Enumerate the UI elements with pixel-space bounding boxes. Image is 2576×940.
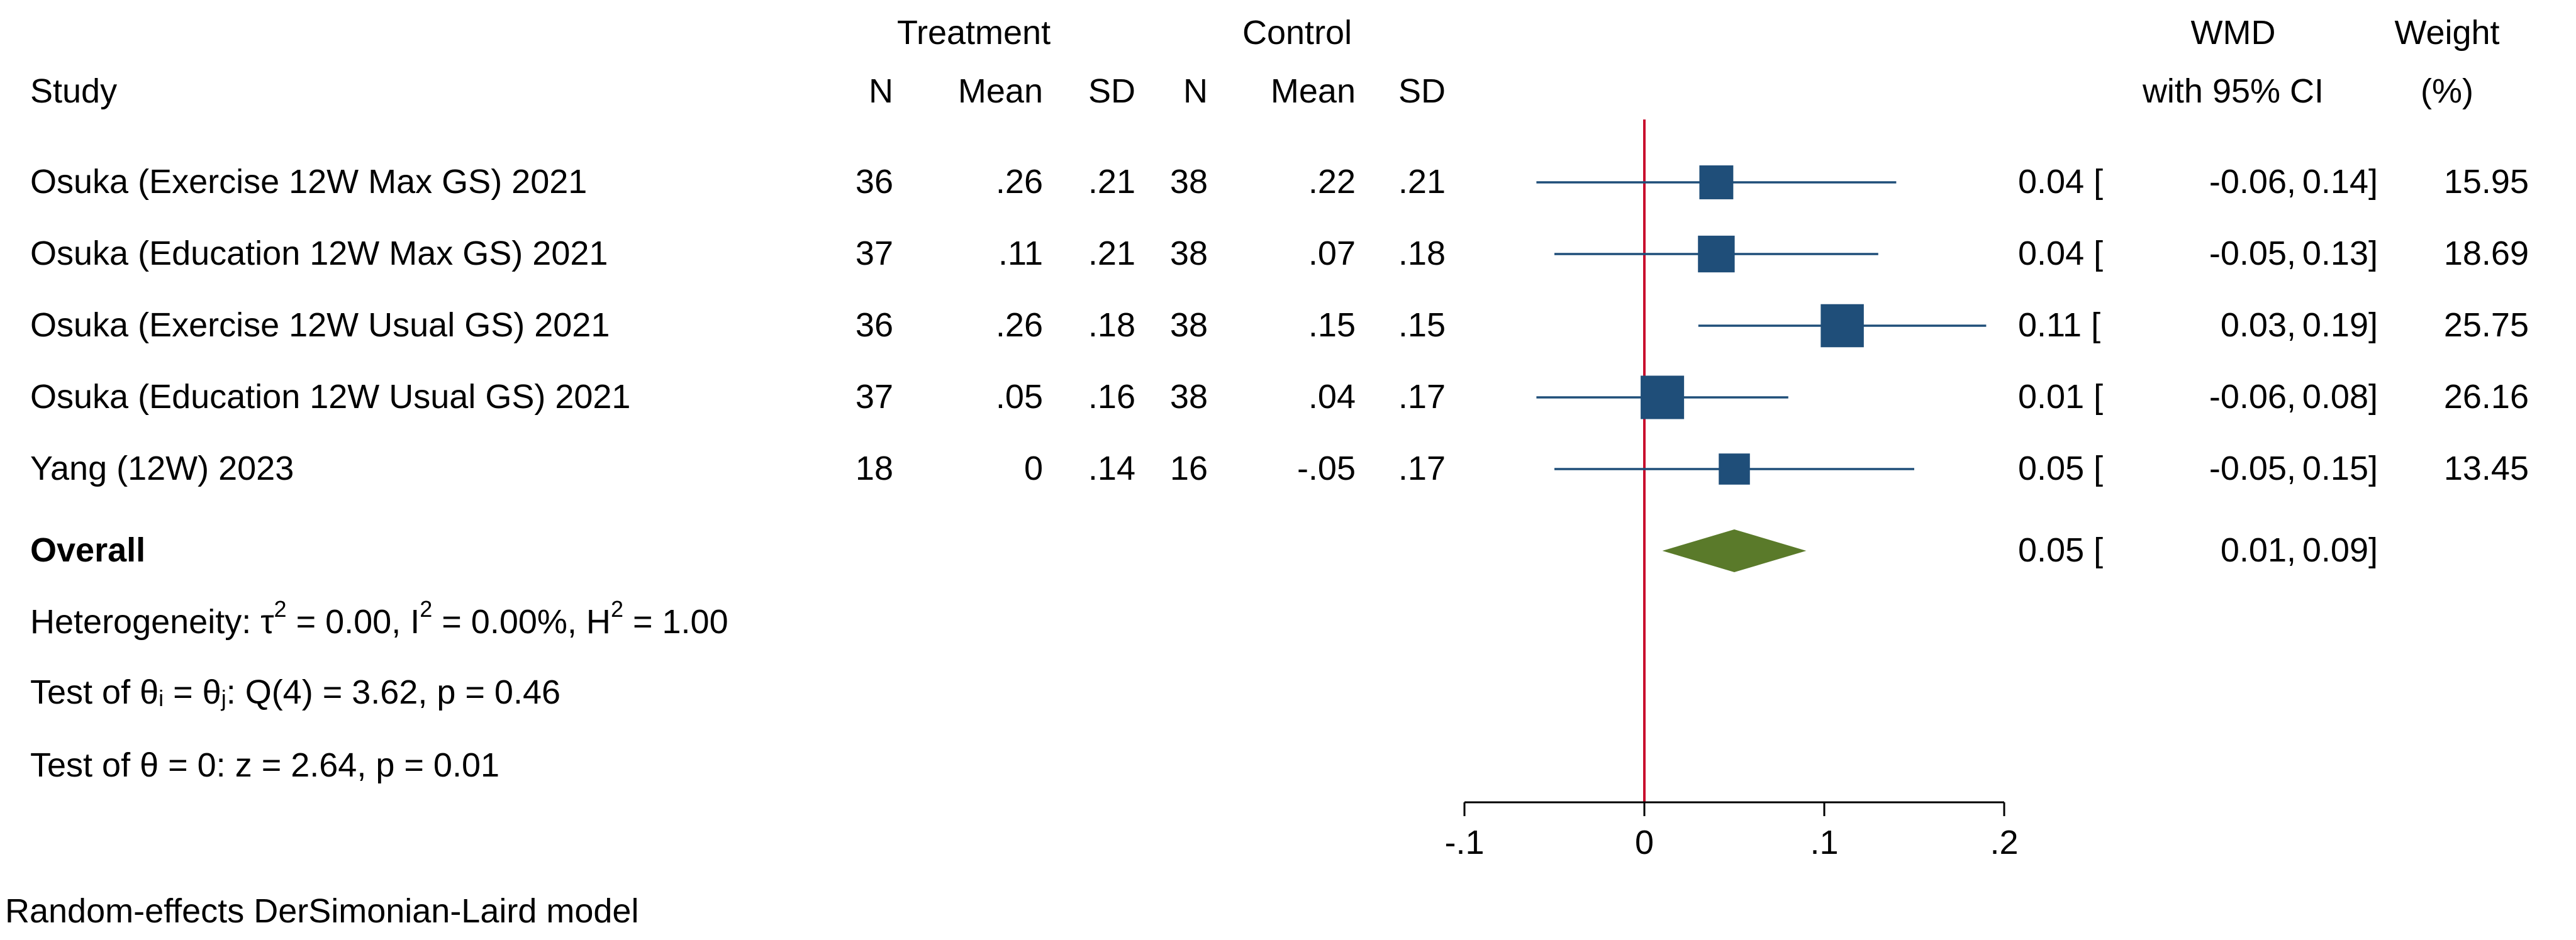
treatment-n: 18 xyxy=(855,450,893,487)
treatment-n: 37 xyxy=(855,235,893,272)
ci-lower: -0.05, xyxy=(2209,235,2296,272)
control-n: 38 xyxy=(1169,163,1208,201)
control-mean: .04 xyxy=(1308,378,1356,416)
effect-marker xyxy=(1641,375,1685,419)
control-mean: .22 xyxy=(1308,163,1356,201)
control-n: 38 xyxy=(1169,378,1208,416)
control-mean: -.05 xyxy=(1296,450,1356,487)
control-sd: .15 xyxy=(1398,306,1446,344)
control-sd: .17 xyxy=(1398,378,1446,416)
overall-ci-lower: 0.01, xyxy=(2220,531,2296,569)
treatment-sd-header: SD xyxy=(1088,72,1135,110)
x-tick-label: .2 xyxy=(1990,824,2018,861)
control-n: 16 xyxy=(1169,450,1208,487)
ci-upper: 0.08] xyxy=(2302,378,2378,416)
study-label: Osuka (Education 12W Usual GS) 2021 xyxy=(30,378,631,416)
homogeneity-test: Test of θi = θj: Q(4) = 3.62, p = 0.46 xyxy=(30,673,561,711)
ci-lower: -0.05, xyxy=(2209,450,2296,487)
effect-marker xyxy=(1719,453,1750,485)
control-n: 38 xyxy=(1169,306,1208,344)
control-sd: .21 xyxy=(1398,163,1446,201)
study-label: Yang (12W) 2023 xyxy=(30,450,294,487)
control-n: 38 xyxy=(1169,235,1208,272)
weight-value: 25.75 xyxy=(2443,306,2529,344)
heterogeneity-stats: Heterogeneity: τ2 = 0.00, I2 = 0.00%, H2… xyxy=(30,596,728,641)
wmd-value: 0.11 [ xyxy=(2018,306,2101,344)
treatment-mean: .26 xyxy=(995,306,1043,344)
x-tick-label: -.1 xyxy=(1444,824,1484,861)
weight-value: 13.45 xyxy=(2443,450,2529,487)
treatment-sd: .21 xyxy=(1088,235,1135,272)
study-label: Osuka (Exercise 12W Max GS) 2021 xyxy=(30,163,588,201)
overall-ci-upper: 0.09] xyxy=(2302,531,2378,569)
control-sd: .18 xyxy=(1398,235,1446,272)
ci-lower: -0.06, xyxy=(2209,163,2296,201)
weight-unit-header: (%) xyxy=(2421,72,2473,110)
treatment-mean-header: Mean xyxy=(957,72,1043,110)
control-sd-header: SD xyxy=(1398,72,1446,110)
wmd-header: WMD xyxy=(2190,14,2276,52)
ci-upper: 0.19] xyxy=(2302,306,2378,344)
wmd-value: 0.04 [ xyxy=(2018,163,2104,201)
control-mean: .07 xyxy=(1308,235,1356,272)
treatment-n: 36 xyxy=(855,306,893,344)
model-footnote: Random-effects DerSimonian-Laird model xyxy=(5,892,639,930)
study-label: Osuka (Education 12W Max GS) 2021 xyxy=(30,235,608,272)
x-tick-label: 0 xyxy=(1635,824,1654,861)
treatment-mean: .05 xyxy=(995,378,1043,416)
control-n-header: N xyxy=(1183,72,1208,110)
effect-marker xyxy=(1699,165,1734,199)
overall-diamond xyxy=(1662,529,1807,572)
treatment-mean: .11 xyxy=(998,235,1043,272)
treatment-sd: .16 xyxy=(1088,378,1135,416)
overall-label: Overall xyxy=(30,531,146,569)
wmd-value: 0.05 [ xyxy=(2018,450,2104,487)
treatment-sd: .18 xyxy=(1088,306,1135,344)
ci-lower: 0.03, xyxy=(2220,306,2296,344)
ci-upper: 0.15] xyxy=(2302,450,2378,487)
ci-upper: 0.14] xyxy=(2302,163,2378,201)
study-label: Osuka (Exercise 12W Usual GS) 2021 xyxy=(30,306,610,344)
control-mean: .15 xyxy=(1308,306,1356,344)
control-mean-header: Mean xyxy=(1270,72,1356,110)
study-header: Study xyxy=(30,72,118,110)
overall-wmd: 0.05 [ xyxy=(2018,531,2104,569)
treatment-n-header: N xyxy=(869,72,893,110)
wmd-value: 0.01 [ xyxy=(2018,378,2104,416)
treatment-header: Treatment xyxy=(897,14,1051,52)
x-tick-label: .1 xyxy=(1810,824,1838,861)
treatment-n: 37 xyxy=(855,378,893,416)
ci-upper: 0.13] xyxy=(2302,235,2378,272)
weight-value: 15.95 xyxy=(2443,163,2529,201)
ci-lower: -0.06, xyxy=(2209,378,2296,416)
effect-marker xyxy=(1698,235,1735,273)
weight-value: 18.69 xyxy=(2443,235,2529,272)
wmd-value: 0.04 [ xyxy=(2018,235,2104,272)
weight-header: Weight xyxy=(2394,14,2500,52)
treatment-sd: .14 xyxy=(1088,450,1135,487)
control-header: Control xyxy=(1242,14,1352,52)
control-sd: .17 xyxy=(1398,450,1446,487)
ci-header: with 95% CI xyxy=(2142,72,2324,110)
weight-value: 26.16 xyxy=(2443,378,2529,416)
treatment-n: 36 xyxy=(855,163,893,201)
treatment-mean: .26 xyxy=(995,163,1043,201)
effect-z-test: Test of θ = 0: z = 2.64, p = 0.01 xyxy=(30,746,500,784)
treatment-mean: 0 xyxy=(1023,450,1043,487)
treatment-sd: .21 xyxy=(1088,163,1135,201)
effect-marker xyxy=(1820,304,1864,348)
